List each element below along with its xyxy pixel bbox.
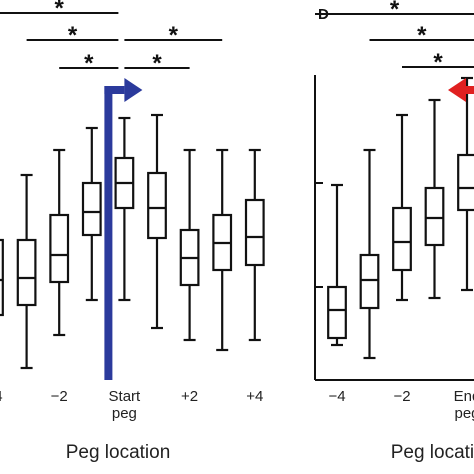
x-axis-label: Peg location [390,442,474,463]
significance-star: * [169,22,179,49]
box [457,153,474,212]
x-tick-label: −2 [50,388,68,405]
x-tick-label: −4 [0,388,16,405]
x-tick-label: +2 [181,388,199,405]
significance-star: * [152,50,162,77]
start-marker [104,86,113,380]
x-tick-label: −2 [393,388,411,405]
end-marker-head [448,78,466,102]
box [49,213,70,284]
x-tick-label: Start peg [108,388,141,422]
start-marker-head [124,78,143,102]
end-marker [466,86,474,94]
box [244,198,265,267]
box [327,285,347,340]
x-tick-label: −4 [328,388,346,405]
significance-star: * [55,0,65,22]
x-axis-label: Peg location [65,442,171,463]
box [359,253,380,310]
box [392,206,412,272]
start-marker [104,86,125,94]
significance-star: * [433,49,443,76]
significance-star: * [390,0,400,23]
significance-star: * [417,22,427,49]
box [0,238,4,317]
x-tick-label: End peg [453,388,474,422]
x-tick-label: +4 [246,388,264,405]
significance-star: * [68,22,78,49]
significance-star: * [84,50,94,77]
box [81,181,102,237]
box [16,238,37,307]
box [424,186,445,247]
box [147,171,167,240]
